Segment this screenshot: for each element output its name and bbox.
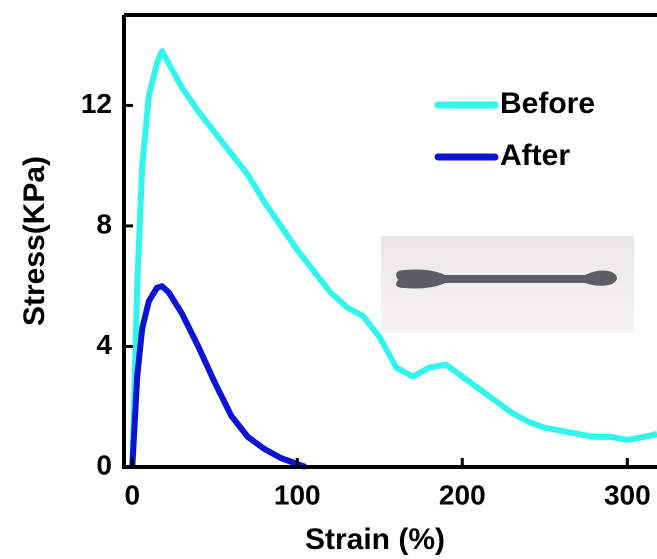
legend-label: After [500, 139, 570, 172]
x-tick-label: 0 [124, 479, 140, 510]
y-tick-label: 8 [96, 208, 112, 239]
x-tick-label: 100 [274, 479, 321, 510]
legend-label: Before [500, 87, 595, 120]
y-tick-label: 12 [81, 88, 112, 119]
y-tick-label: 0 [96, 449, 112, 480]
y-axis-label: Stress(KPa) [18, 156, 51, 326]
data-line [129, 48, 657, 468]
x-tick-label: 200 [439, 479, 486, 510]
inset-photo [381, 236, 634, 333]
x-axis-label: Strain (%) [305, 523, 445, 556]
x-tick-label: 300 [604, 479, 651, 510]
y-tick-label: 4 [96, 329, 112, 360]
data-line [129, 283, 307, 470]
